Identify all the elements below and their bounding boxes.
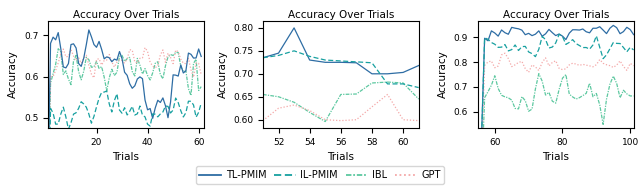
Y-axis label: Accuracy: Accuracy xyxy=(8,51,19,98)
X-axis label: Trials: Trials xyxy=(113,152,140,162)
X-axis label: Trials: Trials xyxy=(542,152,569,162)
Title: Accuracy Over Trials: Accuracy Over Trials xyxy=(287,10,394,20)
Y-axis label: Accuracy: Accuracy xyxy=(218,51,228,98)
Title: Accuracy Over Trials: Accuracy Over Trials xyxy=(73,10,179,20)
Title: Accuracy Over Trials: Accuracy Over Trials xyxy=(502,10,609,20)
Y-axis label: Accuracy: Accuracy xyxy=(438,51,448,98)
Legend: TL-PMIM, IL-PMIM, IBL, GPT: TL-PMIM, IL-PMIM, IBL, GPT xyxy=(196,166,444,184)
X-axis label: Trials: Trials xyxy=(327,152,355,162)
